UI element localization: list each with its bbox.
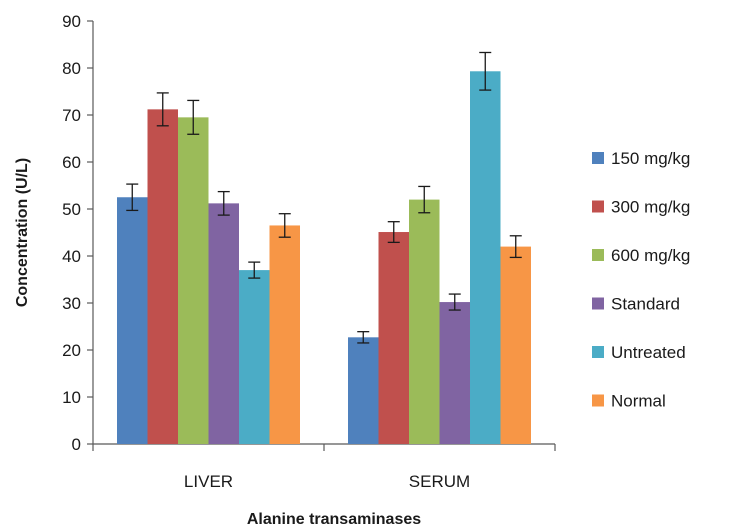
legend-swatch [592,346,604,358]
legend-swatch [592,152,604,164]
bar [239,270,270,444]
legend-swatch [592,394,604,407]
y-axis-label: Concentration (U/L) [14,158,31,307]
x-tick-label: LIVER [184,472,233,491]
legend-label: 600 mg/kg [611,246,690,265]
bar [500,246,531,444]
bar [117,197,148,444]
legend: 150 mg/kg 300 mg/kg 600 mg/kg Standard Untre… [592,149,690,411]
legend-label: Standard [611,295,680,314]
bar [208,203,239,444]
bar [439,302,470,444]
x-axis-label: Alanine transaminases [247,511,421,528]
x-tick-label: SERUM [409,472,470,491]
bar [178,117,209,444]
y-tick-label: 80 [62,59,81,78]
y-tick-label: 30 [62,294,81,313]
y-tick-label: 20 [62,341,81,360]
y-tick-label: 90 [62,12,81,31]
bar [269,225,300,444]
y-tick-label: 40 [62,247,81,266]
y-tick-label: 70 [62,106,81,125]
error-bars [126,51,522,344]
legend-label: Untreated [611,343,686,362]
y-tick-label: 60 [62,153,81,172]
y-tick-label: 0 [72,435,81,454]
y-tick-label: 50 [62,200,81,219]
bar [147,109,178,445]
x-axis-ticks: LIVER SERUM [92,444,556,491]
bar [348,337,379,444]
bar [470,71,501,444]
plot-area: 0 10 20 30 40 50 60 70 80 90 LIVER SERUM [62,12,556,491]
legend-label: 300 mg/kg [611,198,690,217]
legend-swatch [592,249,604,261]
bar-group [117,71,531,445]
legend-swatch [592,297,604,310]
legend-swatch [592,200,604,213]
bar [409,199,440,444]
y-tick-label: 10 [62,388,81,407]
y-axis-ticks: 0 10 20 30 40 50 60 70 80 90 [62,12,93,454]
legend-label: 150 mg/kg [611,149,690,168]
bar [378,232,409,444]
legend-label: Normal [611,392,666,411]
